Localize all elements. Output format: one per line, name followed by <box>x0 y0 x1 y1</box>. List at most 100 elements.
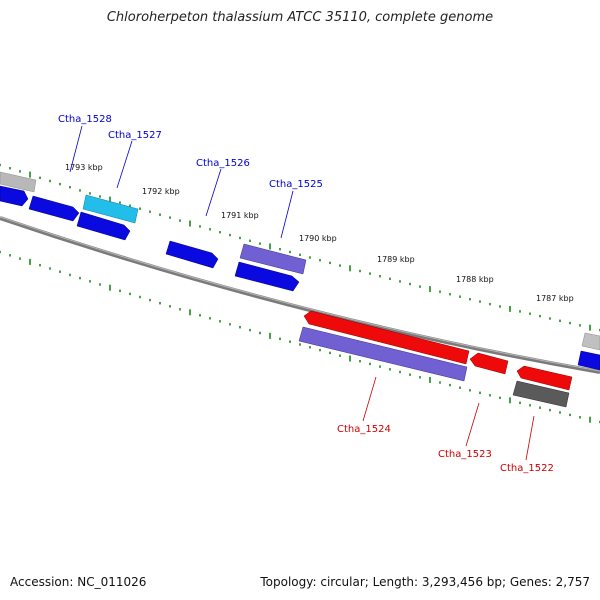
gene-label-ctha1527[interactable]: Ctha_1527 <box>108 130 162 141</box>
minor-tick-dot <box>99 195 101 198</box>
minor-tick-dot <box>299 343 301 346</box>
minor-tick-dot <box>209 228 211 231</box>
minor-tick-dot <box>159 213 161 216</box>
reverse-features <box>298 310 573 408</box>
minor-tick-dot <box>139 295 141 299</box>
minor-tick-dot <box>329 261 331 265</box>
minor-tick-dot <box>19 257 21 260</box>
minor-tick-dot <box>79 276 81 280</box>
tick-label: 1793 kbp <box>65 163 103 172</box>
minor-tick-dot <box>219 231 221 234</box>
leader-lines <box>69 125 535 461</box>
minor-tick-dot <box>259 331 261 335</box>
minor-tick-dot <box>489 302 491 306</box>
major-tick-mark <box>29 258 31 265</box>
minor-tick-dot <box>39 176 41 179</box>
tick-label: 1787 kbp <box>536 294 574 303</box>
minor-tick-dot <box>149 210 151 213</box>
cds-grey-right[interactable] <box>581 332 600 351</box>
minor-tick-dot <box>79 189 81 192</box>
minor-tick-dot <box>229 233 231 237</box>
minor-tick-dot <box>59 182 61 186</box>
cds-purple-ctha1525[interactable] <box>239 243 307 275</box>
minor-tick-dot <box>579 416 581 419</box>
minor-tick-dot <box>569 413 571 417</box>
gene-label-ctha1525[interactable]: Ctha_1525 <box>269 179 323 190</box>
gene-label-ctha1526[interactable]: Ctha_1526 <box>196 158 250 169</box>
leader-line <box>362 376 377 422</box>
major-tick-mark <box>429 286 431 293</box>
minor-tick-dot <box>379 365 381 368</box>
minor-tick-dot <box>449 293 451 296</box>
cds-blue-left-b[interactable] <box>28 195 80 222</box>
genome-backbone <box>0 216 600 374</box>
minor-tick-dot <box>209 317 211 320</box>
minor-tick-dot <box>0 250 1 254</box>
gene-label-ctha1523[interactable]: Ctha_1523 <box>438 449 492 460</box>
minor-tick-dot <box>199 314 201 317</box>
leader-line <box>525 415 535 461</box>
major-tick-mark <box>269 332 271 339</box>
minor-tick-dot <box>279 337 281 340</box>
minor-tick-dot <box>249 239 251 242</box>
minor-tick-dot <box>249 328 251 332</box>
cds-red-ctha1523[interactable] <box>469 352 509 375</box>
major-tick-mark <box>349 265 351 272</box>
minor-tick-dot <box>559 411 561 414</box>
cds-blue-left-a[interactable] <box>0 185 29 207</box>
cds-grey-left[interactable] <box>0 171 37 193</box>
minor-tick-dot <box>569 321 571 325</box>
cds-cyan-ctha1527[interactable] <box>82 194 139 224</box>
minor-tick-dot <box>169 216 171 219</box>
tick-label: 1789 kbp <box>377 255 415 264</box>
minor-tick-dot <box>89 192 91 195</box>
leader-line <box>465 402 480 447</box>
gene-label-ctha1522[interactable]: Ctha_1522 <box>500 463 554 474</box>
cds-blue-mid[interactable] <box>76 211 131 241</box>
minor-tick-dot <box>519 401 521 404</box>
minor-tick-dot <box>39 264 41 267</box>
minor-tick-dot <box>69 186 71 189</box>
major-tick-mark <box>509 397 511 404</box>
leader-line <box>116 140 133 189</box>
minor-tick-dot <box>399 280 401 283</box>
minor-tick-dot <box>129 204 131 207</box>
major-tick-mark <box>269 243 271 250</box>
major-tick-mark <box>109 284 111 291</box>
gene-label-ctha1524[interactable]: Ctha_1524 <box>337 424 391 435</box>
minor-tick-dot <box>279 248 281 251</box>
major-tick-mark <box>189 220 191 227</box>
minor-tick-dot <box>309 346 311 349</box>
minor-tick-dot <box>339 264 341 267</box>
minor-tick-dot <box>49 179 51 183</box>
minor-tick-dot <box>239 236 241 240</box>
leader-line <box>205 168 222 217</box>
map-title: Chloroherpeton thalassium ATCC 35110, co… <box>106 10 494 25</box>
minor-tick-dot <box>319 259 321 262</box>
minor-tick-dot <box>539 406 541 409</box>
minor-tick-dot <box>9 167 11 170</box>
gene-label-ctha1528[interactable]: Ctha_1528 <box>58 114 112 125</box>
minor-tick-dot <box>129 292 131 296</box>
cds-blue-right[interactable] <box>577 350 600 371</box>
minor-tick-dot <box>499 396 501 399</box>
major-tick-mark <box>29 171 31 178</box>
cds-red-ctha1522[interactable] <box>516 365 573 391</box>
minor-tick-dot <box>529 312 531 315</box>
minor-tick-dot <box>379 275 381 278</box>
cds-red-ctha1524[interactable] <box>303 310 470 365</box>
cds-darkgrey-ctha1522[interactable] <box>512 380 570 408</box>
cds-blue-ctha1526[interactable] <box>165 240 219 269</box>
minor-tick-dot <box>459 295 461 298</box>
minor-tick-dot <box>499 305 501 308</box>
minor-tick-dot <box>579 324 581 327</box>
minor-tick-dot <box>199 225 201 228</box>
cds-purple-ctha1524[interactable] <box>298 326 468 382</box>
minor-tick-dot <box>9 254 11 257</box>
minor-tick-dot <box>179 219 181 222</box>
cds-blue-ctha1525b[interactable] <box>234 261 300 292</box>
minor-tick-dot <box>169 305 171 308</box>
minor-tick-dot <box>89 280 91 283</box>
genome-summary-text: Topology: circular; Length: 3,293,456 bp… <box>260 575 590 589</box>
